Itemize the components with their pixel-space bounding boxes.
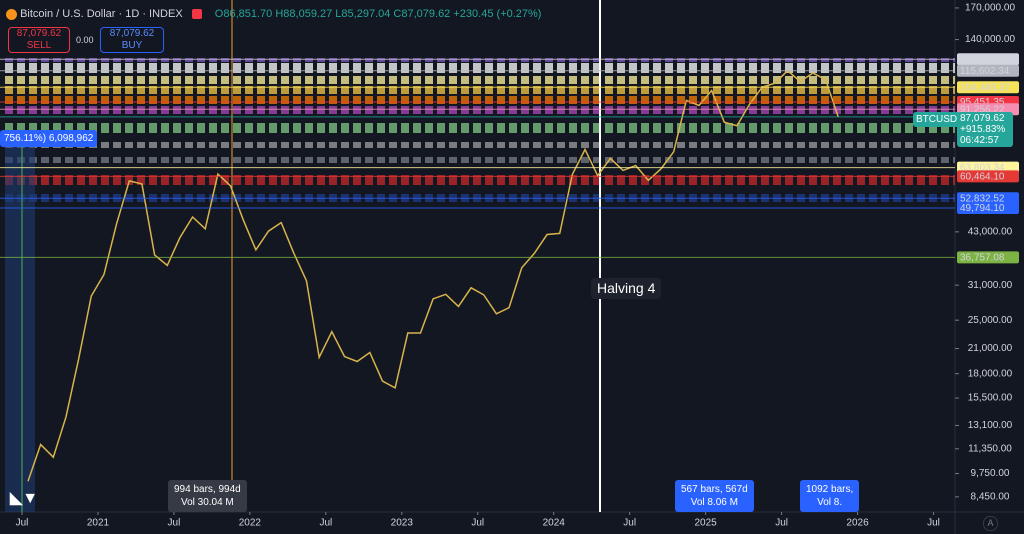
open: O86,851.70 [214,8,273,20]
level-label: 104,488.37 [960,82,1010,93]
x-tick-label: Jul [775,518,788,529]
level-label: 91,256.22 [960,104,1005,115]
y-tick-label: 31,000.00 [968,280,1013,291]
close: C87,079.62 [393,8,451,20]
level-badge [957,81,1019,94]
y-tick-label: 25,000.00 [968,315,1013,326]
range-bars: 994 bars, 994d [174,484,241,495]
level-badge [957,64,1019,77]
y-tick-label: 15,500.00 [968,393,1013,404]
level-label: 49,794.10 [960,203,1005,214]
measure-label: 756.11%) 6,098,962 [0,130,98,147]
x-tick-label: Jul [623,518,636,529]
level-label: 115,602.34 [960,66,1010,77]
buy-price: 87,079.62 [109,28,155,39]
high: H88,059.27 [275,8,333,20]
level-badge [957,53,1019,66]
level-bands [5,58,955,202]
level-badge [957,201,1019,214]
sell-button[interactable]: 87,079.62 SELL [8,27,70,53]
coin-icon [6,8,17,20]
range-vol: Vol 8.06 M [690,497,738,508]
range-vol: Vol 8. [817,497,843,508]
y-tick-label: 18,000.00 [968,368,1013,379]
x-tick-label: Jul [319,518,332,529]
sell-label: SELL [26,40,52,51]
range-box: 994 bars, 994d Vol 30.04 M [168,480,247,512]
y-tick-label: 9,750.00 [971,468,1010,479]
flag-icon[interactable] [191,9,202,20]
range-vol: Vol 30.04 M [180,497,234,508]
level-label: 63,803.34 [960,163,1005,174]
range-box: 1092 bars, Vol 8. [800,480,860,512]
price-line [27,69,839,482]
range-bars: 1092 bars, [806,484,854,495]
low: L85,297.04 [335,8,391,20]
y-tick-label: 170,000.00 [965,3,1015,14]
sell-price: 87,079.62 [16,28,62,39]
symbol-row: Bitcoin / U.S. Dollar · 1D · INDEX O86,8… [6,8,541,20]
countdown: 06:42:57 [960,135,999,146]
x-tick-label: Jul [168,518,181,529]
level-label: 52,832.52 [960,193,1005,204]
x-tick-label: 2023 [391,518,414,529]
y-tick-label: 140,000.00 [965,34,1015,45]
level-label: 36,757.08 [960,253,1005,264]
halving-label: Halving 4 [591,278,662,299]
logo[interactable]: ◣▼ [10,490,39,507]
current-price: 87,079.62 [960,113,1005,124]
auto-scale[interactable]: A [983,516,998,531]
pct-change: +915.83% [960,124,1006,135]
measure-range [5,140,35,512]
x-tick-label: 2025 [695,518,718,529]
x-tick-label: Jul [927,518,940,529]
y-tick-label: 11,350.00 [968,443,1012,454]
level-label: 60,464.10 [960,171,1005,182]
range-bars: 567 bars, 567d [681,484,748,495]
y-tick-label: 13,100.00 [968,420,1013,431]
price-tag: 87,079.62 +915.83% 06:42:57 [957,112,1013,147]
symbol[interactable]: Bitcoin / U.S. Dollar · 1D · INDEX [20,8,183,20]
x-tick-label: 2022 [239,518,262,529]
y-tick-label: 21,000.00 [968,343,1013,354]
y-tick-label: 8,450.00 [971,492,1010,503]
level-badge [957,192,1019,205]
x-tick-label: Jul [471,518,484,529]
range-box: 567 bars, 567d Vol 8.06 M [675,480,754,512]
x-tick-label: Jul [16,518,29,529]
symbol-tag: BTCUSD [913,112,961,127]
level-label: 95,451.35 [960,97,1005,108]
change: +230.45 (+0.27%) [453,8,542,20]
buy-button[interactable]: 87,079.62 BUY [100,27,164,53]
x-tick-label: 2026 [846,518,869,529]
level-label: 124,097.92 [960,54,1010,65]
level-badge [957,170,1019,183]
spread: 0.00 [76,35,94,45]
level-badge [957,251,1019,264]
x-tick-label: 2024 [543,518,566,529]
y-tick-label: 43,000.00 [968,226,1013,237]
x-tick-label: 2021 [87,518,110,529]
buy-label: BUY [121,40,143,51]
